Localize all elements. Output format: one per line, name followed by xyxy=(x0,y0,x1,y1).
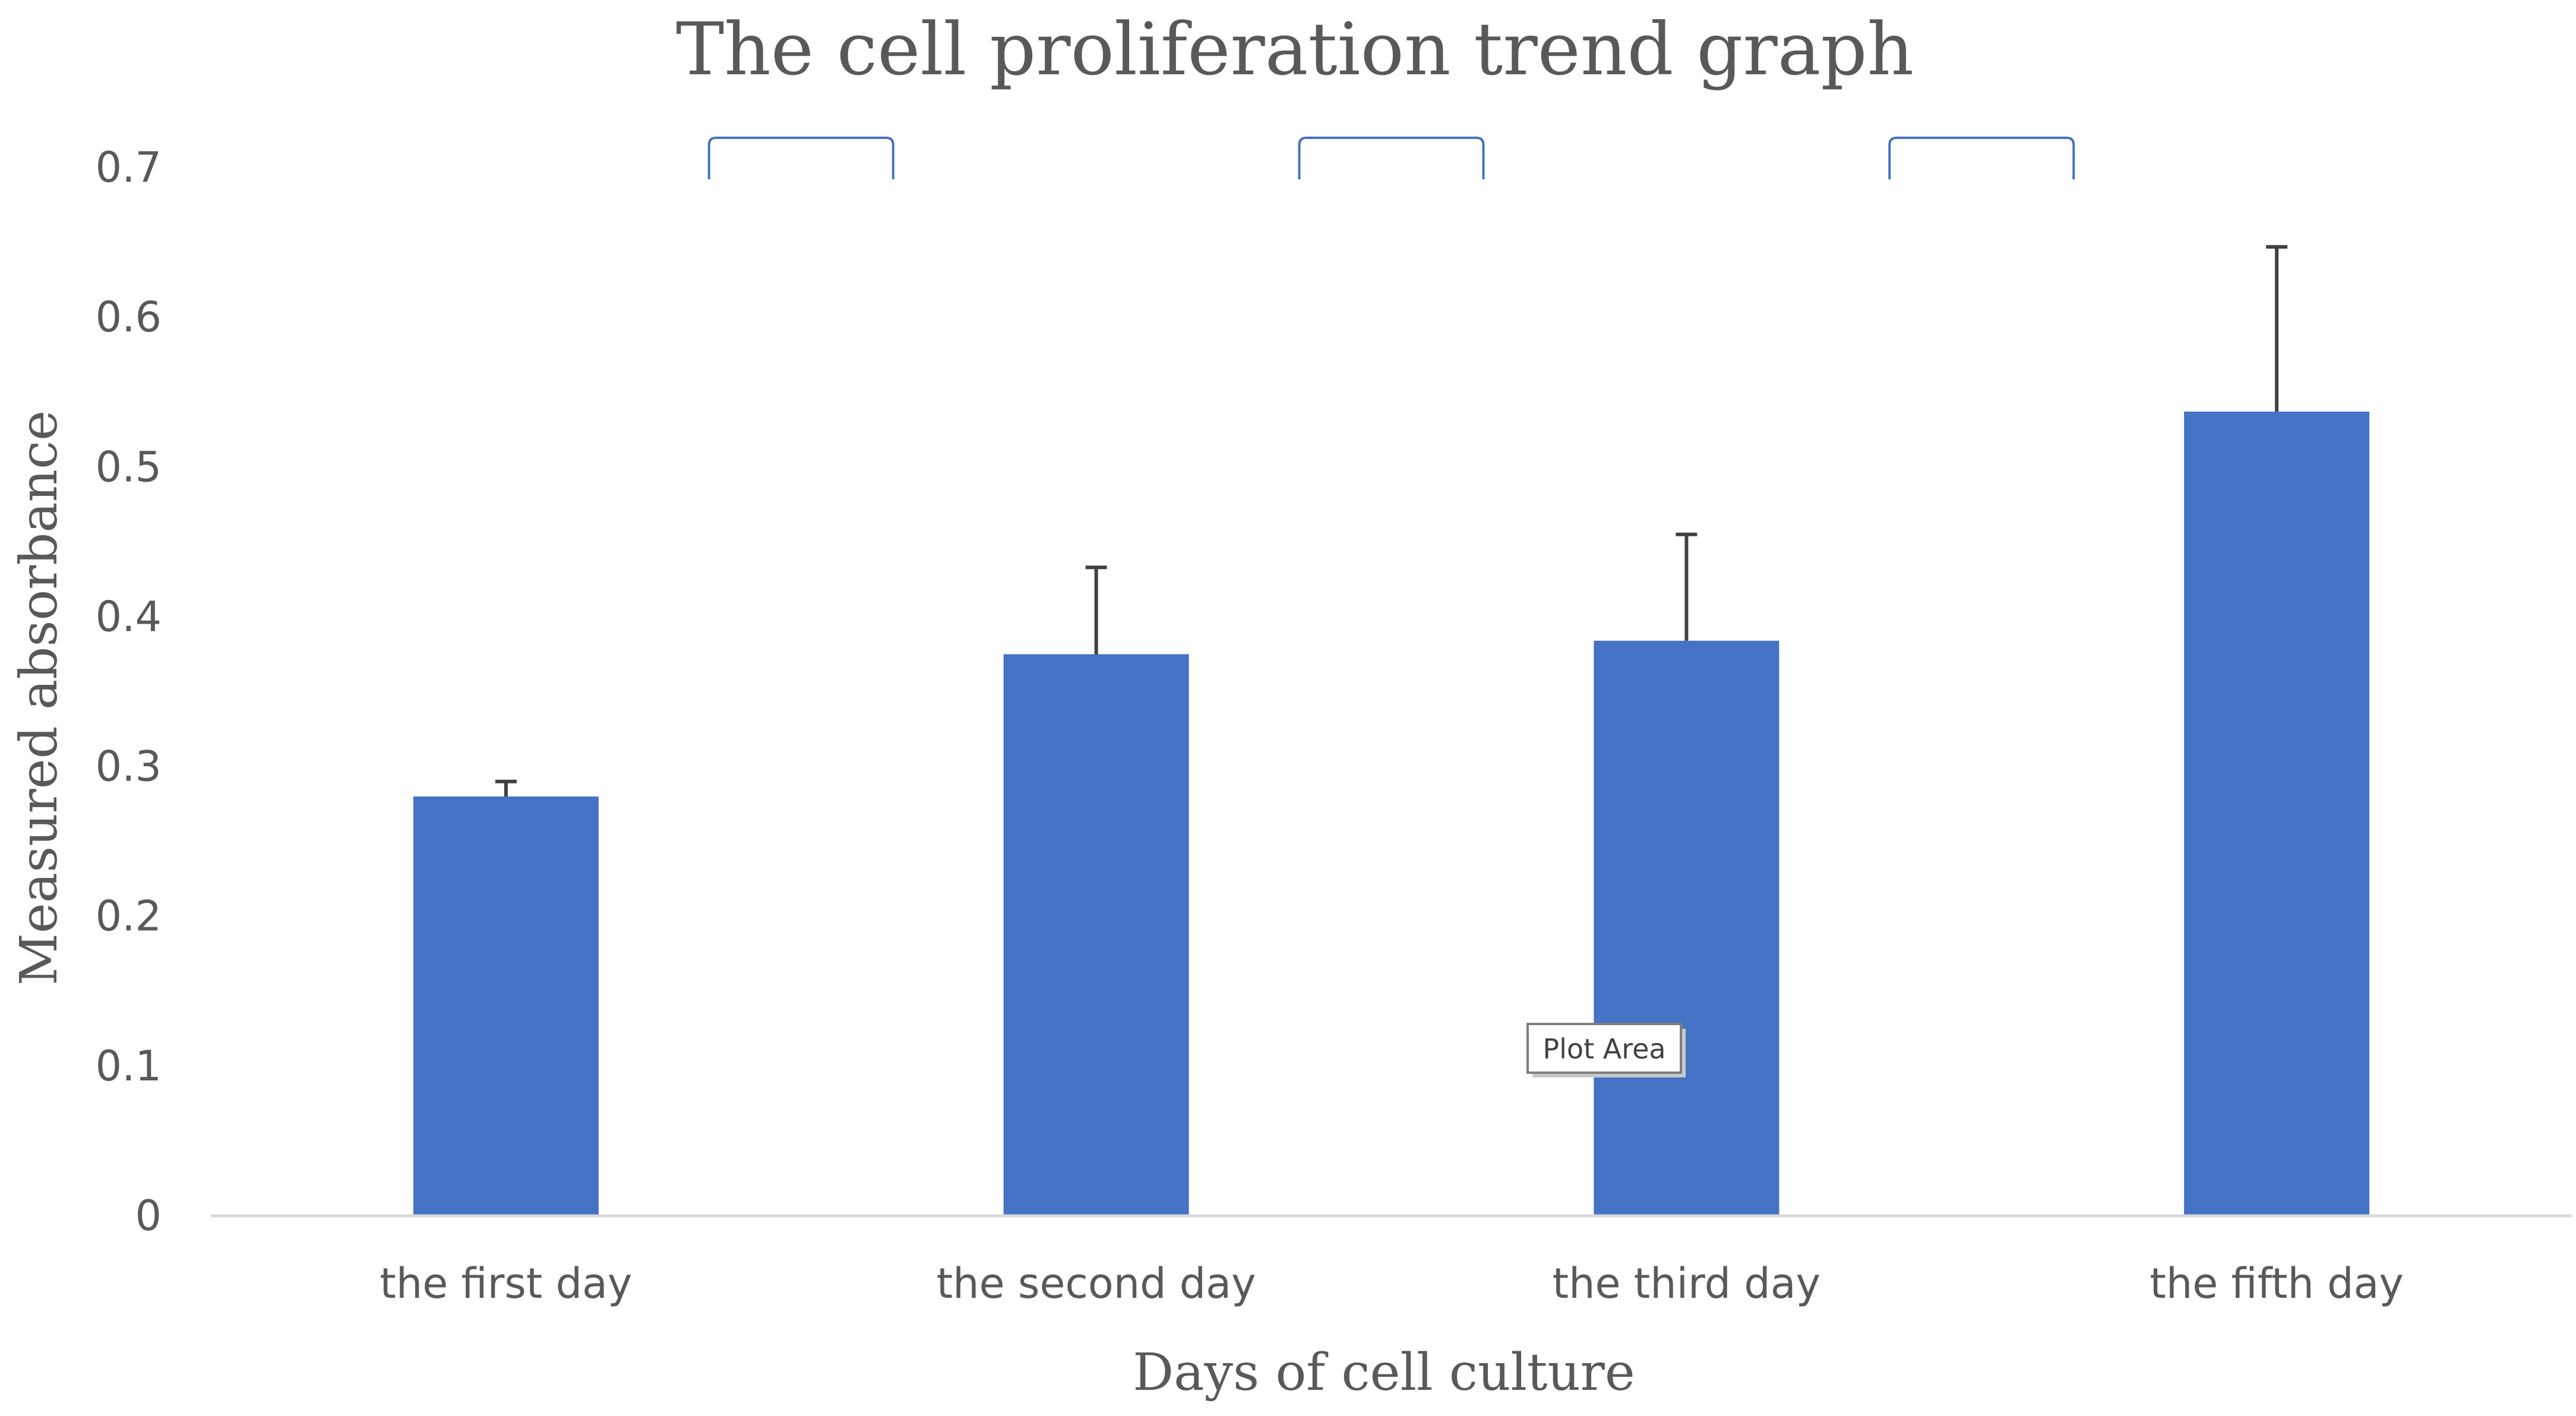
comparison-bracket xyxy=(1888,137,2075,179)
x-axis-title: Days of cell culture xyxy=(1133,1343,1635,1402)
error-bars-group xyxy=(495,245,2288,796)
x-tick-label: the fifth day xyxy=(2150,1259,2403,1308)
chart-title: The cell proliferation trend graph xyxy=(676,7,1914,91)
y-axis-title: Measured absorbance xyxy=(10,410,69,985)
error-bar xyxy=(2266,245,2288,412)
x-tick-label: the third day xyxy=(1553,1259,1820,1308)
plot-area-tooltip: Plot Area xyxy=(1526,1023,1686,1077)
y-tick-label: 0.5 xyxy=(96,442,162,491)
tooltip-label: Plot Area xyxy=(1543,1033,1665,1065)
y-tick-label: 0.2 xyxy=(96,892,162,941)
bar[interactable] xyxy=(1003,654,1189,1216)
bar[interactable] xyxy=(413,796,599,1216)
bar[interactable] xyxy=(1594,640,1780,1216)
y-tick-label: 0.7 xyxy=(96,143,162,192)
tooltip-box xyxy=(1526,1023,1682,1074)
y-tick-label: 0 xyxy=(135,1191,162,1240)
y-tick-label: 0.6 xyxy=(96,293,162,342)
x-axis-ticks: the first day the second day the third day… xyxy=(380,1259,2403,1308)
comparison-bracket xyxy=(1298,137,1485,179)
comparison-brackets xyxy=(707,137,2075,179)
y-tick-label: 0.3 xyxy=(96,742,162,791)
y-tick-label: 0.4 xyxy=(96,592,162,641)
error-bar xyxy=(1085,565,1107,655)
bar[interactable] xyxy=(2184,411,2370,1216)
y-axis-ticks: 0 0.1 0.2 0.3 0.4 0.5 0.6 0.7 xyxy=(96,143,162,1240)
comparison-bracket xyxy=(707,137,895,179)
y-tick-label: 0.1 xyxy=(96,1042,162,1091)
bars-group[interactable] xyxy=(413,411,2370,1216)
x-tick-label: the second day xyxy=(937,1259,1256,1308)
x-tick-label: the first day xyxy=(380,1259,632,1308)
error-bar xyxy=(1676,532,1698,641)
error-bar xyxy=(495,779,517,796)
